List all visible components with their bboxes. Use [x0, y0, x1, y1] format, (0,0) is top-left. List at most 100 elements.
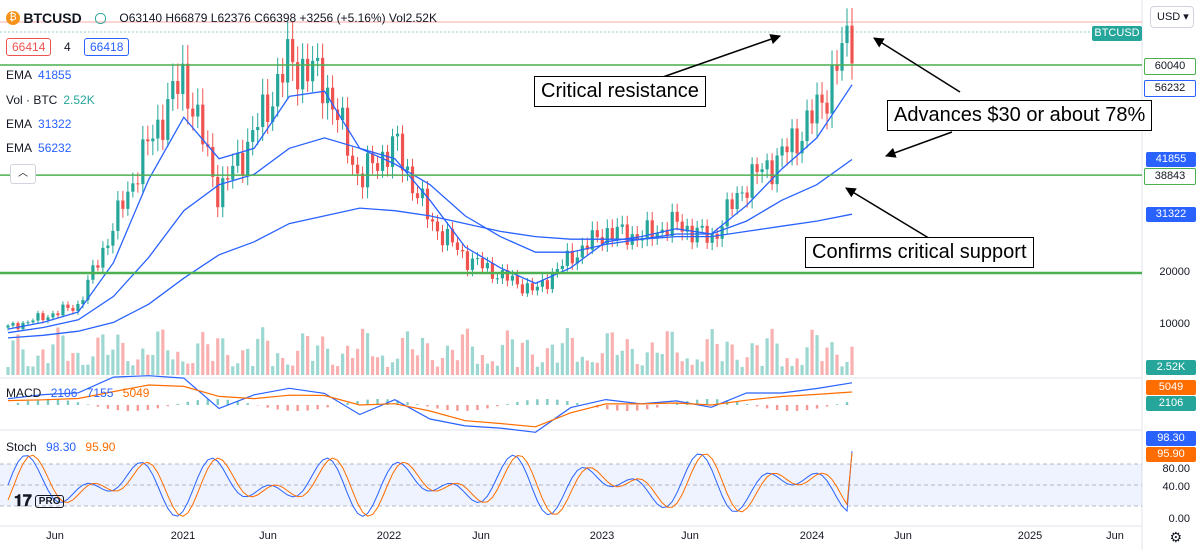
macd-legend[interactable]: MACD 2106 7155 5049 [6, 386, 150, 400]
volume-bar [655, 352, 659, 375]
gear-icon[interactable]: ⚙ [1169, 529, 1182, 545]
ema-indicator-1[interactable]: EMA 41855 [6, 68, 72, 82]
candle [26, 322, 30, 324]
macd-histogram-bar [376, 399, 379, 405]
candle [795, 128, 799, 154]
macd-histogram-bar [775, 405, 779, 411]
tag-btcusd: BTCUSD [1092, 26, 1142, 41]
volume-bar [645, 352, 649, 375]
x-tick-label: 2021 [170, 530, 196, 542]
macd-histogram-bar [506, 404, 509, 405]
macd-histogram-bar [566, 401, 569, 405]
volume-bar [236, 363, 240, 375]
candle [66, 304, 70, 308]
macd-line [7, 375, 853, 433]
volume-bar [695, 359, 699, 375]
x-tick-label: 2022 [376, 530, 402, 542]
volume-bar [226, 355, 230, 375]
candle [505, 270, 510, 281]
candle [86, 279, 90, 301]
volume-bar [780, 366, 784, 375]
candle [545, 280, 549, 290]
candle [765, 160, 769, 170]
candle [700, 225, 704, 228]
macd-histogram-bar [576, 403, 579, 405]
macd-histogram-bar [206, 399, 209, 405]
x-tick-label: Jun [472, 530, 490, 542]
volume-bar [410, 349, 415, 375]
volume-bar [186, 363, 190, 375]
volume-bar [605, 333, 609, 375]
candle [36, 313, 40, 321]
currency-select[interactable]: USD ▾ [1150, 6, 1194, 28]
volume-bar [261, 327, 265, 375]
volume-bar [231, 366, 235, 375]
x-tick-label: 2024 [799, 530, 825, 542]
volume-bar [440, 358, 445, 375]
ema-indicator-2[interactable]: EMA 31322 [6, 117, 72, 131]
volume-bar [500, 344, 505, 375]
candle [575, 257, 579, 264]
volume-bar [56, 327, 60, 375]
volume-bar [66, 360, 70, 375]
candle [785, 146, 789, 153]
callout-advance: Advances $30 or about 78% [887, 100, 1153, 131]
macd-histogram-bar [715, 399, 719, 405]
candle [520, 284, 524, 294]
candle [565, 250, 569, 266]
volume-bar [595, 362, 599, 375]
ema-indicator-3[interactable]: EMA 56232 [6, 141, 72, 155]
candle [375, 163, 380, 171]
candle [151, 138, 155, 142]
candle [61, 304, 65, 316]
candle [380, 151, 385, 171]
x-tick-label: Jun [1106, 530, 1124, 542]
volume-bar [206, 344, 210, 375]
candle [186, 63, 190, 109]
candle [226, 178, 230, 180]
macd-histogram-bar [606, 405, 609, 410]
candle [221, 178, 225, 208]
candle [805, 110, 809, 142]
volume-bar [86, 364, 90, 375]
ask-price[interactable]: 66418 [84, 38, 130, 56]
macd-histogram-bar [366, 399, 369, 405]
ema-lines [7, 84, 853, 339]
volume-bar [515, 366, 519, 375]
candle [625, 224, 629, 245]
stoch-legend[interactable]: Stoch 98.30 95.90 [6, 440, 116, 454]
candle [395, 133, 400, 137]
volume-indicator[interactable]: Vol · BTC 2.52K [6, 93, 95, 107]
candle [286, 39, 290, 83]
candle [390, 136, 395, 167]
volume-bar [635, 363, 639, 375]
macd-histogram-bar [426, 405, 429, 407]
candle [355, 164, 360, 174]
collapse-indicators-button[interactable]: ︿ [10, 164, 36, 184]
macd-histogram-bar [116, 405, 120, 411]
ema-line [7, 137, 853, 334]
candle [730, 199, 734, 210]
macd-histogram-bar [755, 405, 759, 407]
candle [790, 128, 794, 153]
volume-bar [815, 335, 819, 375]
candle [650, 220, 654, 238]
volume-bar [810, 329, 814, 375]
symbol-header[interactable]: ₿ BTCUSD O63140 H66879 L62376 C66398 +32… [6, 10, 437, 26]
volume-bar [61, 335, 65, 375]
tag-volume: 2.52K [1146, 360, 1196, 375]
volume-bar [575, 361, 579, 375]
volume-bar [211, 360, 215, 375]
x-tick-label: 2025 [1017, 530, 1043, 542]
macd-histogram-bar [166, 405, 170, 407]
macd-histogram-bar [246, 403, 249, 405]
tradingview-logo: 𝟏𝟕 PRO [14, 493, 65, 511]
callout-resistance: Critical resistance [534, 76, 706, 107]
candle [435, 221, 440, 232]
volume-bar [390, 362, 395, 375]
volume-bar [540, 362, 544, 375]
bid-price[interactable]: 66414 [6, 38, 52, 56]
volume-bar [675, 352, 679, 375]
macd-histogram-bar [216, 399, 219, 405]
